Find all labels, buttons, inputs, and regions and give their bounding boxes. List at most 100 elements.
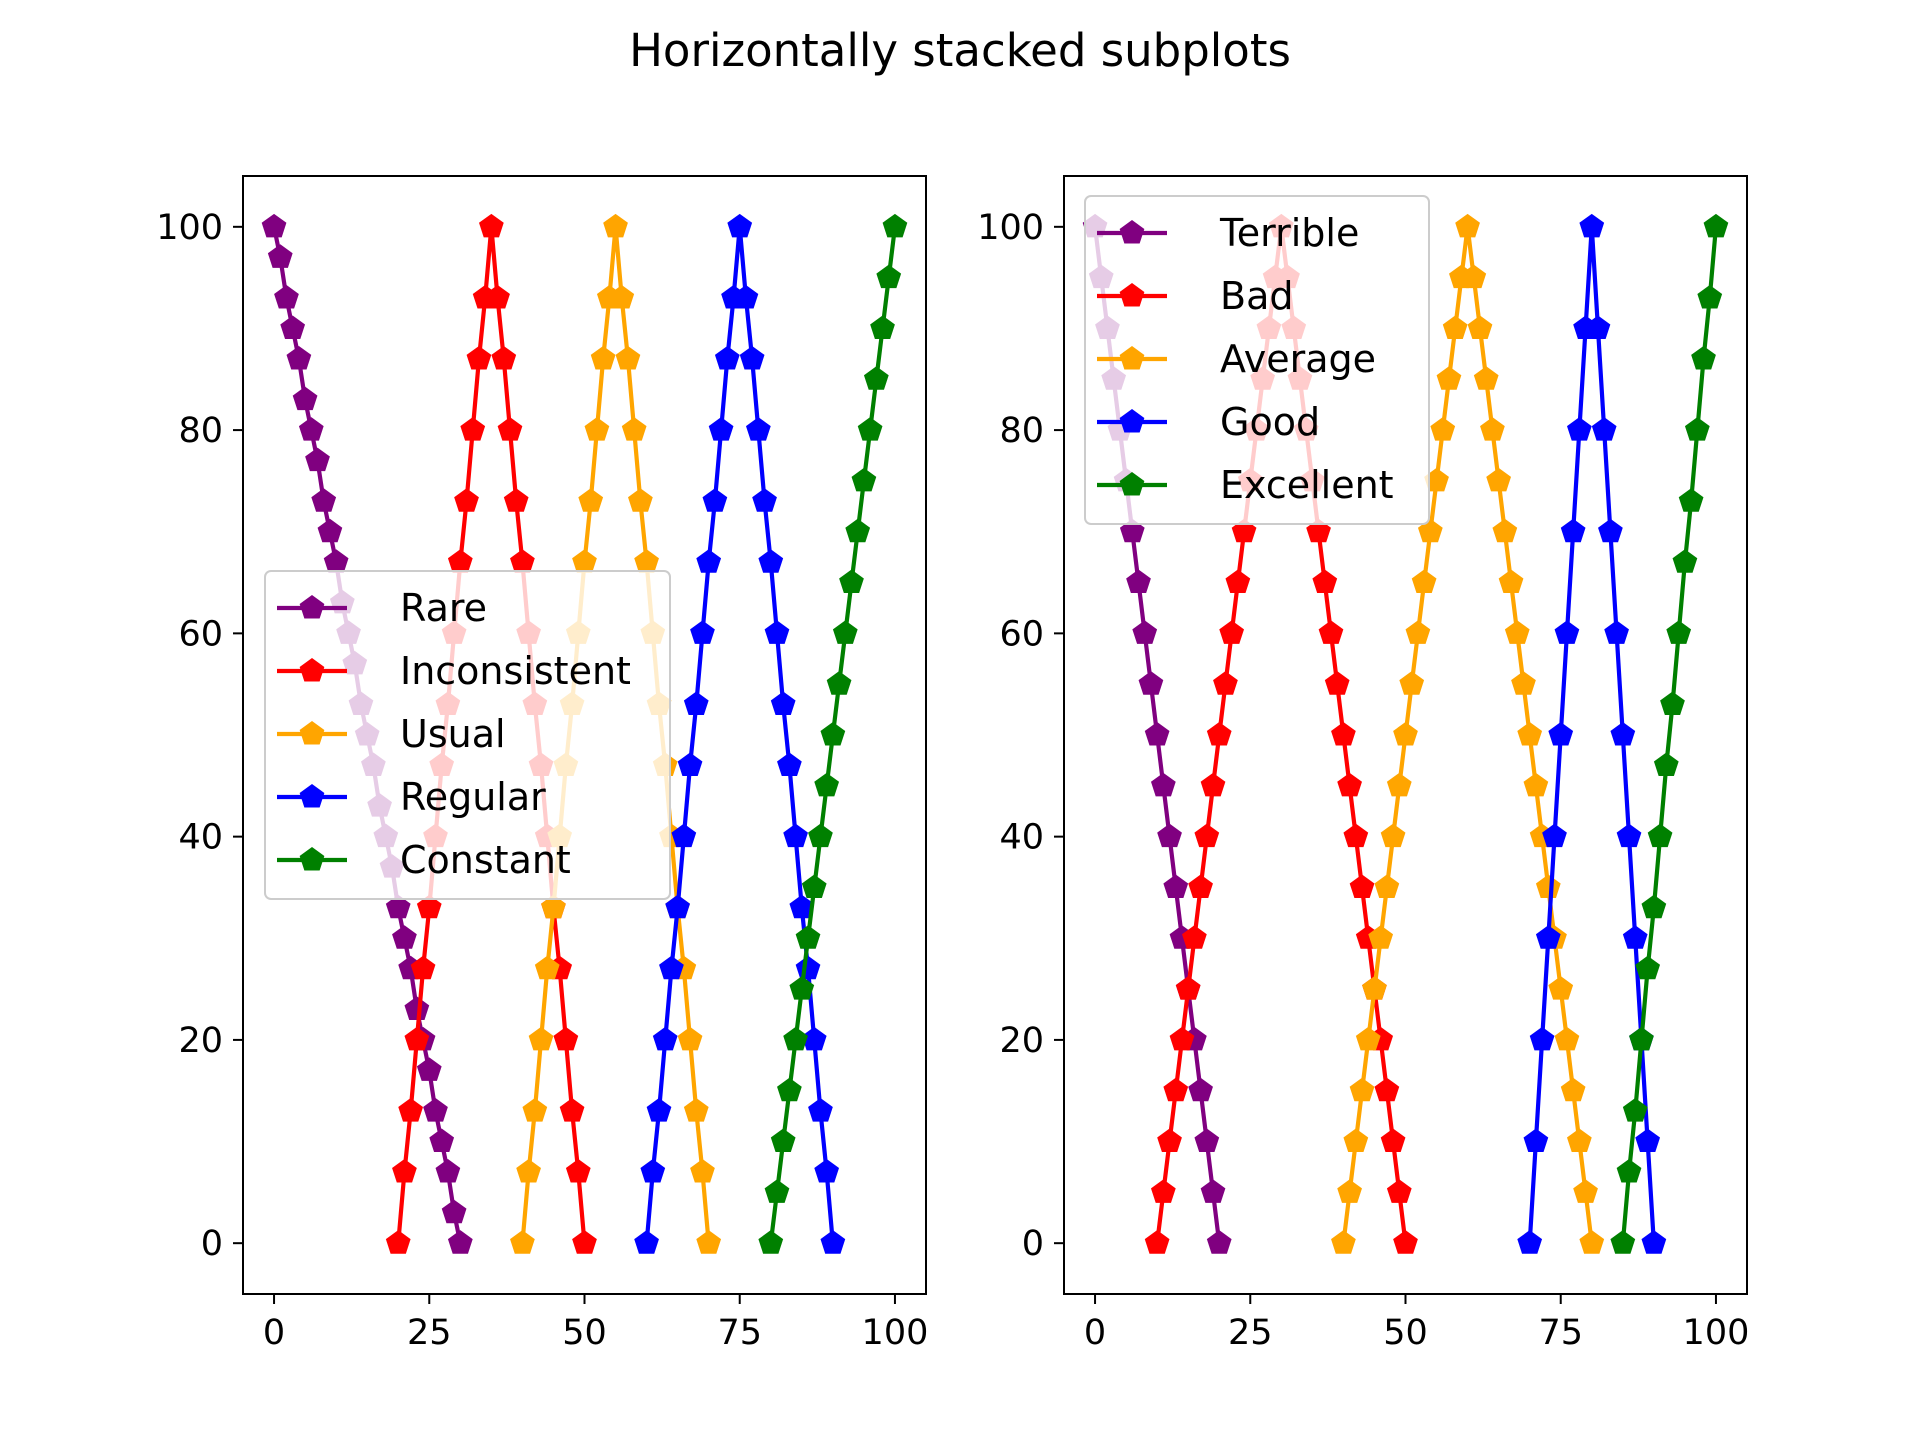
data-point [1542, 823, 1567, 848]
data-point [851, 467, 877, 492]
data-point [783, 1026, 808, 1051]
data-point [646, 1098, 672, 1122]
data-point [808, 823, 833, 848]
x-tick-label: 25 [1228, 1313, 1273, 1353]
data-point [286, 345, 312, 370]
data-point [1386, 1179, 1412, 1203]
data-point [1188, 1077, 1213, 1102]
data-point [1535, 874, 1561, 898]
data-point [615, 345, 641, 370]
series-good [1517, 213, 1667, 1254]
data-point [1511, 671, 1536, 695]
data-point [1424, 467, 1449, 492]
data-point [1206, 722, 1232, 746]
data-point [702, 488, 728, 512]
data-point [820, 1230, 846, 1254]
data-point [1616, 1159, 1642, 1183]
data-point [696, 549, 722, 573]
data-point [274, 284, 299, 309]
series-constant [758, 213, 908, 1254]
series-regular [634, 213, 846, 1254]
data-point [758, 1230, 784, 1254]
data-point [1312, 569, 1338, 594]
data-point [553, 1026, 579, 1051]
data-point [857, 417, 883, 441]
y-tick-label: 80 [999, 411, 1044, 451]
data-point [1194, 823, 1220, 848]
data-point [485, 284, 510, 309]
legend-item-usual: Usual [277, 712, 506, 756]
legend-item-regular: Regular [277, 775, 546, 819]
x-tick-label: 75 [1538, 1313, 1583, 1353]
x-tick-label: 100 [1683, 1313, 1750, 1353]
data-point [1337, 772, 1362, 797]
data-point [628, 488, 653, 512]
data-point [783, 823, 808, 848]
data-point [1349, 874, 1375, 898]
data-point [621, 417, 647, 441]
legend-marker [299, 784, 325, 808]
data-point [1554, 1026, 1580, 1051]
legend-marker [299, 847, 325, 871]
data-point [385, 894, 411, 919]
data-point [460, 417, 486, 441]
data-point [1150, 772, 1176, 797]
data-point [808, 1098, 833, 1122]
data-point [677, 752, 703, 777]
data-point [528, 1026, 554, 1051]
subplot-2: 0 25 50 75 100 0 20 40 60 80 100 Terrible Bad Average… [977, 175, 1750, 1353]
data-point [466, 345, 492, 370]
data-point [814, 772, 840, 797]
data-point [261, 213, 287, 238]
data-point [789, 976, 815, 1000]
data-point [584, 417, 610, 441]
y-tick-label: 40 [178, 818, 223, 858]
data-point [1194, 1128, 1220, 1153]
data-point [1318, 620, 1344, 644]
legend-marker [299, 595, 325, 619]
legend-item-constant: Constant [277, 838, 571, 882]
data-point [1213, 671, 1238, 695]
data-point [435, 1159, 461, 1183]
data-point [590, 345, 616, 370]
data-point [1343, 1128, 1369, 1153]
data-point [690, 620, 715, 644]
legend-marker [1119, 220, 1145, 244]
legend-marker [1119, 283, 1145, 307]
legend-marker [1119, 472, 1145, 496]
data-point [503, 488, 529, 512]
data-point [479, 213, 504, 238]
data-point [1622, 1098, 1648, 1122]
legend-label: Usual [400, 712, 506, 756]
legend-marker [1119, 346, 1145, 370]
data-point [1523, 772, 1549, 797]
data-point [1548, 976, 1574, 1000]
data-point [1579, 1230, 1605, 1254]
subplots: 0 25 50 75 100 0 20 40 60 80 100 Rare Inconsistent Us… [156, 175, 1750, 1353]
data-point [404, 996, 430, 1020]
data-point [777, 752, 802, 777]
data-point [565, 1159, 591, 1183]
data-point [1430, 417, 1456, 441]
data-point [603, 213, 628, 238]
data-point [1399, 671, 1425, 695]
x-tick-label: 75 [717, 1313, 762, 1353]
data-point [423, 1098, 448, 1122]
data-point [1635, 955, 1661, 980]
data-point [1635, 1128, 1661, 1153]
legend-label: Average [1220, 337, 1376, 381]
data-point [1610, 722, 1636, 746]
data-point [832, 620, 858, 644]
data-point [764, 1179, 790, 1203]
data-point [447, 1230, 473, 1254]
data-point [1641, 894, 1667, 919]
data-point [1691, 345, 1716, 370]
data-point [764, 620, 790, 644]
data-point [1219, 620, 1245, 644]
legend-marker [299, 658, 325, 682]
data-point [1678, 488, 1704, 512]
data-point [1343, 823, 1369, 848]
data-point [652, 1026, 678, 1051]
data-point [578, 488, 604, 512]
data-point [1331, 722, 1356, 746]
